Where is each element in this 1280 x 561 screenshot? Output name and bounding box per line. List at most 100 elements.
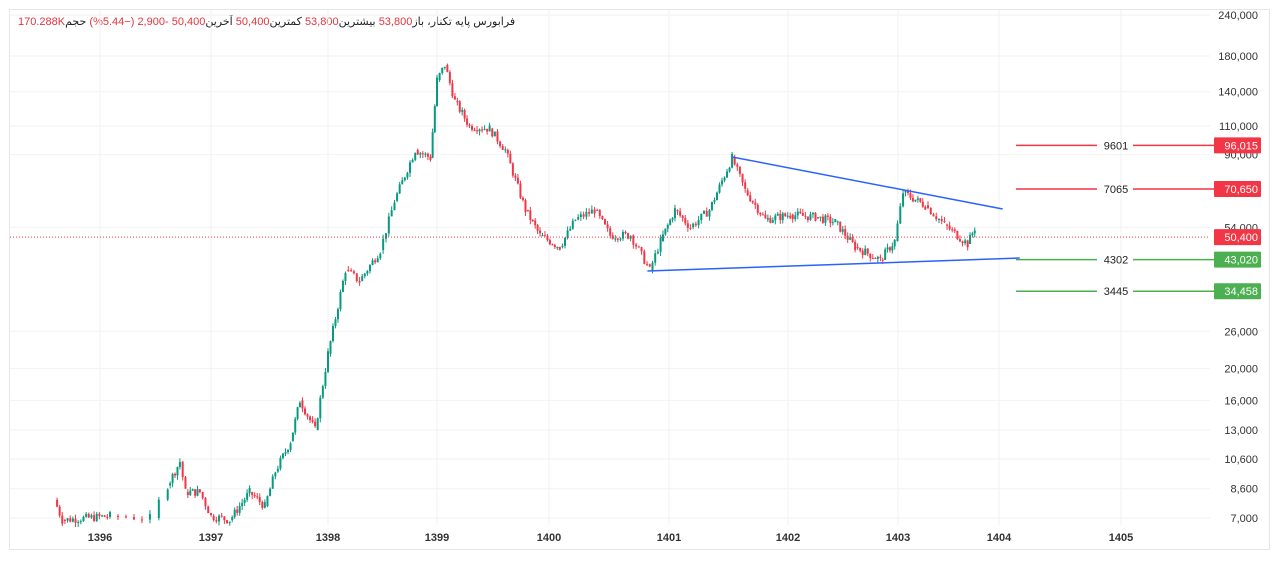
candle-body — [676, 209, 679, 212]
candle-body — [784, 213, 787, 216]
candle-body — [937, 219, 940, 221]
candle-body — [309, 416, 312, 421]
candle-body — [148, 514, 151, 520]
candle-body — [301, 400, 304, 409]
candle-body — [103, 515, 106, 517]
y-tick-label: 8,600 — [1230, 484, 1258, 496]
candle-body — [723, 177, 726, 181]
candle-body — [344, 273, 347, 282]
candle-body — [108, 512, 111, 517]
candle-body — [648, 264, 651, 267]
legend-open: 53,800 — [378, 16, 413, 28]
candle-body — [666, 224, 669, 229]
candle-body — [473, 129, 476, 131]
legend-symbol: فرابورس پایه — [454, 16, 516, 28]
price-tag — [1214, 251, 1261, 268]
candle-body — [196, 489, 199, 496]
candle-body — [506, 149, 509, 154]
candle-body — [746, 190, 749, 196]
candle-body — [824, 215, 827, 223]
y-tick-label: 26,000 — [1224, 326, 1258, 338]
candle-body — [679, 211, 682, 216]
candle-body — [924, 206, 927, 210]
x-tick-label: 1403 — [886, 532, 910, 544]
candle-body — [294, 418, 297, 433]
candle-body — [616, 238, 619, 240]
candle-body — [874, 258, 877, 260]
candle-body — [401, 180, 404, 185]
candle-body — [943, 221, 946, 223]
candle-body — [421, 153, 424, 155]
candle-body — [888, 247, 891, 251]
price-tag-label: 43,020 — [1224, 255, 1258, 267]
candle-body — [531, 220, 534, 222]
candle-body — [604, 219, 606, 225]
candle-body — [198, 489, 201, 493]
candle-body — [220, 515, 223, 517]
candle-body — [371, 260, 374, 265]
candle-body — [971, 233, 974, 235]
candle-body — [881, 259, 884, 261]
candle-body — [904, 190, 907, 193]
candle-body — [953, 229, 956, 232]
candle-body — [140, 519, 143, 521]
candle-body — [556, 246, 559, 248]
candle-body — [215, 519, 218, 522]
x-tick-label: 1400 — [537, 532, 561, 544]
level-label: 7065 — [1104, 184, 1128, 196]
x-tick-label: 1405 — [1109, 532, 1133, 544]
candle-body — [204, 498, 207, 507]
candle-body — [961, 241, 964, 244]
candle-body — [358, 281, 361, 283]
candle-body — [61, 515, 64, 524]
candle-body — [708, 210, 711, 217]
candle-body — [816, 217, 819, 219]
candle-body — [324, 371, 327, 387]
candle-body — [253, 494, 256, 497]
candle-body — [577, 217, 580, 220]
candle-body — [619, 238, 622, 240]
candle-body — [471, 126, 473, 130]
candle-body — [564, 237, 566, 246]
candle-body — [499, 141, 502, 147]
candle-body — [223, 516, 226, 521]
candle-body — [539, 230, 542, 234]
candle-body — [448, 72, 451, 84]
y-tick-label: 240,000 — [1218, 10, 1258, 22]
candle-body — [801, 213, 804, 216]
candle-body — [524, 199, 527, 213]
candle-body — [258, 497, 261, 503]
candle-body — [796, 211, 799, 216]
candle-body — [207, 506, 210, 514]
candle-body — [98, 513, 101, 517]
candle-body — [166, 489, 169, 500]
candle-body — [836, 221, 839, 223]
candle-body — [686, 223, 689, 228]
candle-body — [393, 202, 396, 211]
candle-body — [776, 213, 779, 216]
candle-body — [681, 215, 684, 219]
candle-body — [958, 239, 961, 242]
candle-body — [238, 506, 241, 513]
candle-body — [632, 235, 635, 245]
candle-body — [731, 153, 734, 168]
candle-body — [946, 224, 949, 226]
candle-body — [932, 214, 935, 217]
y-tick-label: 110,000 — [1219, 121, 1258, 133]
legend-volume-label: حجم — [65, 16, 87, 28]
legend-last-label: آخرین — [205, 16, 233, 28]
candle-body — [201, 492, 204, 499]
candle-body — [713, 200, 716, 202]
candle-body — [101, 515, 104, 517]
candle-body — [596, 209, 599, 211]
candle-body — [846, 235, 849, 240]
legend-open-label: باز — [412, 16, 425, 28]
candle-body — [157, 499, 160, 518]
candle-body — [689, 227, 692, 229]
candle-body — [71, 518, 74, 522]
candle-body — [376, 258, 379, 263]
candle-body — [387, 216, 390, 234]
y-tick-label: 140,000 — [1218, 87, 1258, 99]
